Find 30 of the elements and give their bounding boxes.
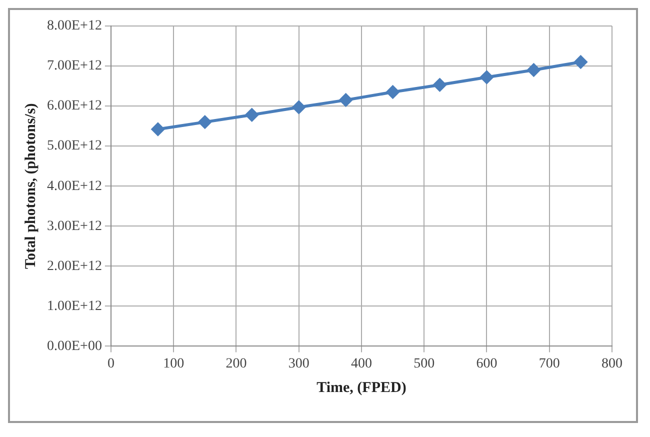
x-tick-label: 800: [602, 356, 622, 372]
x-tick-label: 500: [414, 356, 435, 372]
point: [245, 108, 258, 122]
point: [527, 64, 540, 77]
y-tick-label: 6.00E+12: [46, 98, 102, 114]
point: [292, 100, 306, 114]
point: [480, 70, 494, 84]
y-tick-label: 5.00E+12: [46, 138, 102, 154]
y-tick-label: 4.00E+12: [46, 178, 102, 194]
x-tick-label: 600: [476, 356, 498, 372]
y-tick-label: 0.00E+00: [46, 338, 102, 354]
x-tick-label: 0: [107, 356, 114, 372]
y-axis-title: Total photons, (photons/s): [22, 103, 39, 269]
x-tick-label: 200: [226, 356, 247, 372]
point: [339, 94, 352, 107]
point: [151, 122, 164, 136]
point: [574, 56, 588, 69]
x-axis-title: Time, (FPED): [316, 380, 406, 396]
point: [386, 86, 400, 99]
y-tick-label: 8.00E+12: [46, 18, 102, 34]
x-tick-label: 400: [350, 356, 372, 372]
y-tick-label: 1.00E+12: [46, 298, 102, 314]
point: [198, 116, 212, 129]
point: [433, 78, 446, 92]
y-tick-label: 7.00E+12: [46, 58, 102, 74]
x-tick-label: 100: [163, 356, 184, 372]
x-tick-label: 700: [538, 356, 560, 372]
y-tick-label: 3.00E+12: [46, 218, 102, 234]
x-tick-label: 300: [288, 356, 310, 372]
y-tick-label: 2.00E+12: [46, 258, 102, 274]
